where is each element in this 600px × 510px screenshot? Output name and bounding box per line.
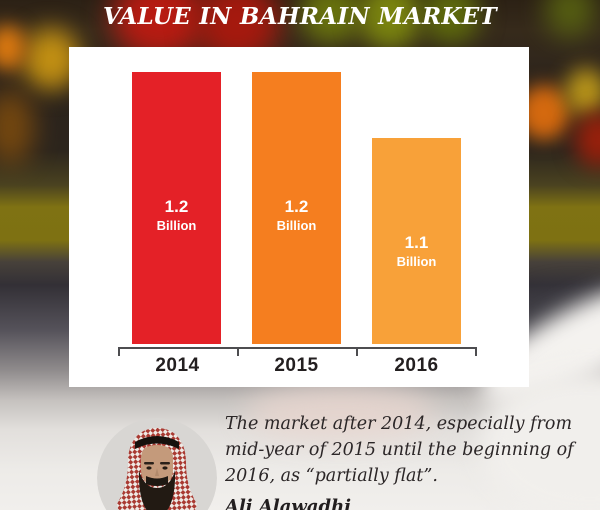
bar-2015: 1.2 Billion bbox=[252, 72, 341, 344]
background-pink-blur bbox=[245, 385, 435, 440]
avatar bbox=[97, 418, 217, 510]
bar-value-number: 1.2 bbox=[284, 197, 309, 216]
bar-value-label: 1.1 Billion bbox=[372, 234, 461, 268]
x-axis-tick bbox=[356, 347, 358, 356]
bar-value-unit: Billion bbox=[396, 254, 437, 269]
bar-2016: 1.1 Billion bbox=[372, 138, 461, 344]
x-axis-label-2014: 2014 bbox=[155, 355, 200, 376]
x-axis-label-2015: 2015 bbox=[274, 355, 319, 376]
bokeh-blob bbox=[565, 68, 600, 116]
quote-line: The market after 2014, especially from bbox=[225, 414, 573, 434]
man-portrait-illustration bbox=[97, 418, 217, 510]
quote-line: 2016, as “partially flat”. bbox=[225, 466, 438, 486]
x-axis-tick bbox=[237, 347, 239, 356]
x-axis-line bbox=[118, 347, 477, 349]
bar-value-number: 1.1 bbox=[404, 233, 429, 252]
bar-2014: 1.2 Billion bbox=[132, 72, 221, 344]
bar-chart-card: 1.2 Billion 1.2 Billion 1.1 Billion bbox=[69, 47, 529, 387]
x-axis-tick bbox=[118, 347, 120, 356]
quote-block: The market after 2014, especially from m… bbox=[225, 411, 574, 510]
bar-value-label: 1.2 Billion bbox=[252, 198, 341, 232]
bar-value-unit: Billion bbox=[276, 218, 317, 233]
quote-author: Ali Alawadhi bbox=[225, 496, 352, 510]
bar-value-label: 1.2 Billion bbox=[132, 198, 221, 232]
bar-value-unit: Billion bbox=[156, 218, 197, 233]
bar-value-number: 1.2 bbox=[164, 197, 189, 216]
quote-line: mid-year of 2015 until the beginning of bbox=[225, 440, 574, 460]
page-title: VALUE IN BAHRAIN MARKET bbox=[103, 3, 497, 30]
x-axis-label-2016: 2016 bbox=[394, 355, 439, 376]
x-axis-tick bbox=[475, 347, 477, 356]
